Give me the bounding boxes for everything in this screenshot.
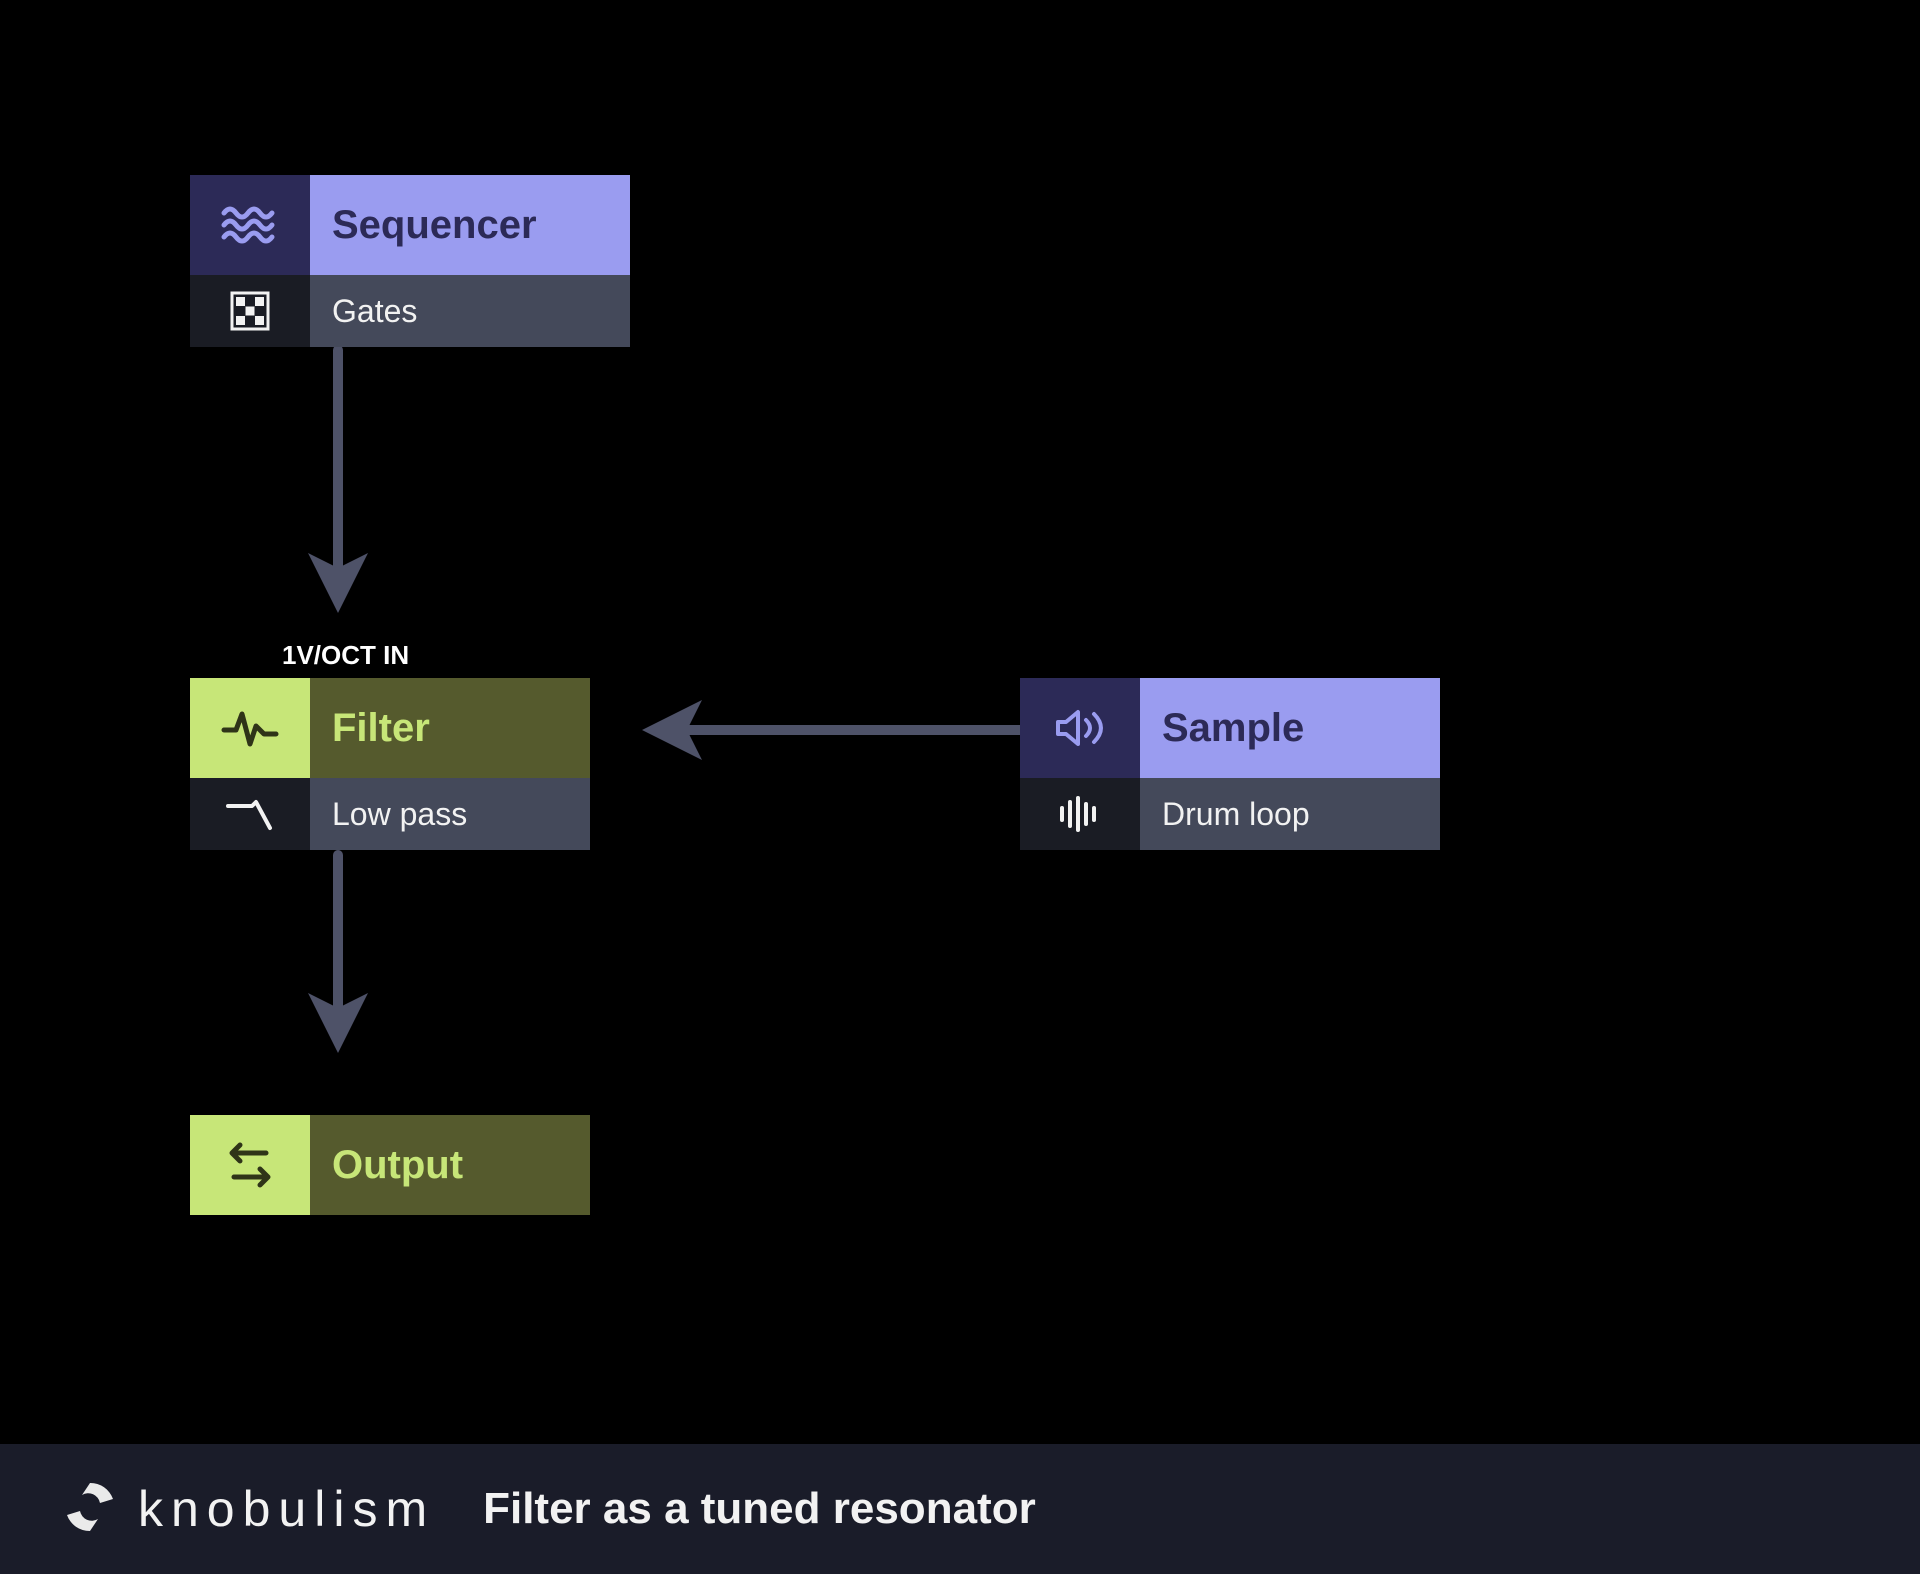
waveform-icon xyxy=(1020,778,1140,850)
pulse-icon xyxy=(190,678,310,778)
node-header: Filter xyxy=(190,678,590,778)
node-header: Sample xyxy=(1020,678,1440,778)
node-title: Sequencer xyxy=(310,175,630,275)
node-output[interactable]: Output xyxy=(190,1115,590,1215)
node-title: Sample xyxy=(1140,678,1440,778)
diagram-canvas: Sequencer Gates 1V/OCT IN Filter xyxy=(0,0,1920,1574)
speaker-icon xyxy=(1020,678,1140,778)
diagram-stage: Sequencer Gates 1V/OCT IN Filter xyxy=(0,0,1920,1574)
filter-input-port-label: 1V/OCT IN xyxy=(282,640,409,671)
node-port-label: Low pass xyxy=(310,778,590,850)
node-title: Filter xyxy=(310,678,590,778)
node-sample[interactable]: Sample Drum loop xyxy=(1020,678,1440,850)
checker-icon xyxy=(190,275,310,347)
node-port-row: Drum loop xyxy=(1020,778,1440,850)
node-sequencer[interactable]: Sequencer Gates xyxy=(190,175,630,347)
node-port-row: Low pass xyxy=(190,778,590,850)
node-header: Output xyxy=(190,1115,590,1215)
lowpass-icon xyxy=(190,778,310,850)
node-port-row: Gates xyxy=(190,275,630,347)
brand-name: knobulism xyxy=(138,1480,435,1538)
footer-title: Filter as a tuned resonator xyxy=(483,1484,1036,1534)
node-port-label: Gates xyxy=(310,275,630,347)
swap-icon xyxy=(190,1115,310,1215)
waves-icon xyxy=(190,175,310,275)
brand-logo-icon xyxy=(60,1477,120,1542)
node-title: Output xyxy=(310,1115,590,1215)
node-port-label: Drum loop xyxy=(1140,778,1440,850)
node-filter[interactable]: 1V/OCT IN Filter Low pass xyxy=(190,678,590,850)
footer-bar: knobulism Filter as a tuned resonator xyxy=(0,1444,1920,1574)
brand: knobulism xyxy=(60,1477,435,1542)
node-header: Sequencer xyxy=(190,175,630,275)
